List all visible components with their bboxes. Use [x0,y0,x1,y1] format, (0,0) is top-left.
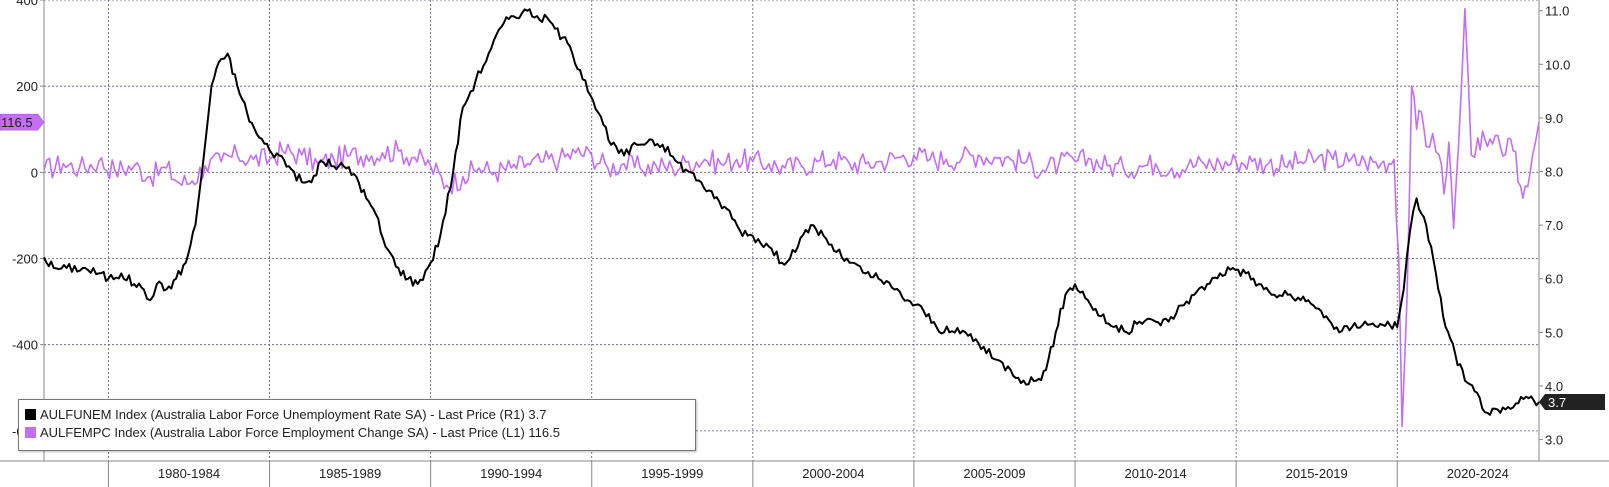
gridlines [44,0,1539,461]
left-last-value-label: 116.5 [1,115,33,130]
x-tick-label: 2010-2014 [1124,466,1186,481]
x-tick-label: 2015-2019 [1286,466,1348,481]
right-last-value-tag: 3.7 [1539,394,1605,411]
legend-swatch-unemployment [25,409,36,420]
right-tick-label: 7.0 [1545,218,1563,233]
series-line-employment-change [43,7,1540,428]
right-tick-label: 5.0 [1545,325,1563,340]
right-tick-label: 6.0 [1545,272,1563,287]
x-tick-label: 1985-1989 [319,466,381,481]
left-tick-label: -200 [12,252,38,267]
x-tick-label: 1995-1999 [641,466,703,481]
left-tick-label: 200 [16,79,38,94]
right-tick-label: 9.0 [1545,111,1563,126]
left-tick-label: 400 [16,0,38,8]
right-tick-label: 4.0 [1545,379,1563,394]
right-last-value-label: 3.7 [1548,395,1566,410]
right-last-value-tag-shape [1539,394,1605,411]
legend-label-unemployment: AULFUNEM Index (Australia Labor Force Un… [40,407,547,422]
x-tick-label: 1990-1994 [480,466,542,481]
right-tick-label: 11.0 [1545,4,1569,19]
legend-item-employment-change: AULFEMPC Index (Australia Labor Force Em… [25,424,560,442]
left-last-value-tag-shape [0,113,45,131]
left-tick-label: 0 [31,165,38,180]
x-axis-ticks: 1980-1984 1985-1989 1990-1994 1995-1999 2000… [107,461,1509,487]
x-tick-label: 2005-2009 [963,466,1025,481]
legend: AULFUNEM Index (Australia Labor Force Un… [18,399,696,451]
series-line-unemployment-rate [43,8,1540,416]
left-tick-label: -400 [12,338,38,353]
series-layer [43,7,1540,428]
x-tick-label: 2020-2024 [1447,466,1509,481]
right-tick-label: 10.0 [1545,57,1570,72]
x-tick-label: 1980-1984 [158,466,220,481]
x-tick-label: 2000-2004 [802,466,864,481]
legend-label-employment-change: AULFEMPC Index (Australia Labor Force Em… [40,425,560,440]
axes [0,0,1609,462]
right-tick-label: 3.0 [1545,433,1563,448]
left-last-value-tag: 116.5 [0,113,45,131]
right-tick-label: 8.0 [1545,165,1563,180]
legend-swatch-employment-change [25,427,36,438]
right-axis-ticks: 11.0 10.0 9.0 8.0 7.0 6.0 5.0 4.0 3.0 [1539,4,1570,448]
legend-item-unemployment: AULFUNEM Index (Australia Labor Force Un… [25,406,546,424]
